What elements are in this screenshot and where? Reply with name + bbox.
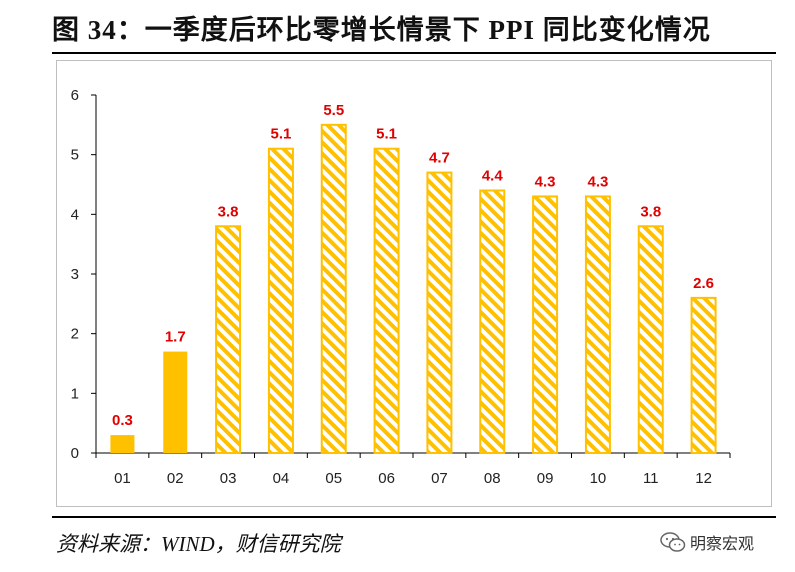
data-label-09: 4.3 — [535, 173, 556, 190]
data-label-05: 5.5 — [323, 102, 344, 119]
y-tick-label: 6 — [71, 87, 79, 104]
data-label-12: 2.6 — [693, 275, 714, 292]
x-tick-label-03: 03 — [220, 470, 237, 487]
bar-06 — [373, 147, 400, 454]
data-label-01: 0.3 — [112, 412, 133, 429]
x-tick-label-12: 12 — [695, 470, 712, 487]
bar-02 — [163, 351, 188, 453]
x-tick-label-09: 09 — [537, 470, 554, 487]
data-label-06: 5.1 — [376, 126, 397, 143]
watermark-text: 明察宏观 — [690, 536, 755, 553]
x-tick-label-11: 11 — [643, 470, 659, 487]
chart-title: 图 34：一季度后环比零增长情景下 PPI 同比变化情况 — [52, 15, 711, 45]
data-label-07: 4.7 — [429, 150, 450, 167]
x-tick-label-10: 10 — [590, 470, 607, 487]
y-tick-label: 5 — [71, 147, 79, 164]
x-tick-label-06: 06 — [378, 470, 395, 487]
x-tick-label-01: 01 — [114, 470, 131, 487]
data-label-11: 3.8 — [640, 203, 661, 220]
source-divider — [52, 516, 776, 518]
title-divider — [52, 52, 776, 54]
data-label-10: 4.3 — [587, 173, 608, 190]
bar-08 — [479, 189, 506, 454]
bar-11 — [637, 225, 664, 454]
source-note: 资料来源：WIND，财信研究院 — [56, 532, 341, 556]
y-tick-label: 4 — [71, 206, 79, 223]
x-tick-label-04: 04 — [273, 470, 290, 487]
bar-01 — [110, 435, 135, 453]
watermark: 明察宏观 — [660, 530, 754, 554]
y-tick-label: 3 — [71, 266, 79, 283]
y-tick-label: 2 — [71, 326, 79, 343]
bar-07 — [426, 171, 453, 454]
bar-12 — [690, 296, 717, 454]
x-tick-label-05: 05 — [325, 470, 342, 487]
bar-03 — [215, 225, 242, 454]
bar-04 — [267, 147, 294, 454]
data-label-04: 5.1 — [270, 126, 291, 143]
x-tick-label-08: 08 — [484, 470, 501, 487]
bar-10 — [584, 195, 611, 455]
x-tick-label-02: 02 — [167, 470, 184, 487]
bar-05 — [320, 123, 347, 454]
bar-09 — [532, 195, 559, 455]
data-label-03: 3.8 — [218, 203, 239, 220]
wechat-icon — [660, 531, 686, 553]
x-tick-label-07: 07 — [431, 470, 448, 487]
y-tick-label: 0 — [71, 445, 79, 462]
y-tick-label: 1 — [71, 385, 79, 402]
data-label-02: 1.7 — [165, 329, 186, 346]
data-label-08: 4.4 — [482, 167, 504, 184]
